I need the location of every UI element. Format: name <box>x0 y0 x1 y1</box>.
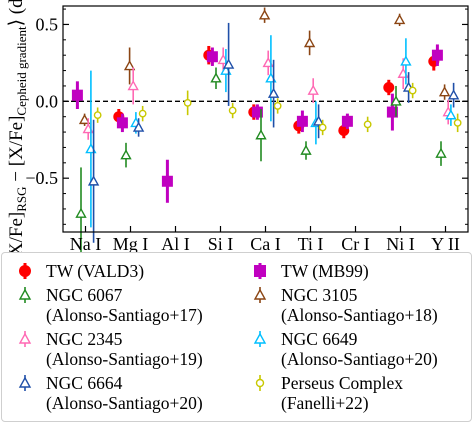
data-point <box>435 147 447 158</box>
data-point <box>132 121 145 132</box>
data-point <box>251 106 263 118</box>
legend-item: NGC 6649 (Alonso-Santiago+20) <box>245 329 438 369</box>
data-point <box>453 118 462 127</box>
data-point <box>228 106 237 115</box>
legend-marker-icon <box>18 375 32 391</box>
data-point <box>408 86 417 95</box>
legend-label: NGC 3105 (Alonso-Santiago+18) <box>281 285 438 325</box>
data-point <box>447 89 460 100</box>
data-point <box>138 109 147 118</box>
legend-marker-icon <box>18 331 32 347</box>
legend-label: NGC 6067 (Alonso-Santiago+17) <box>46 285 203 325</box>
legend-marker-icon <box>253 287 267 303</box>
data-point <box>383 81 395 93</box>
legend-label: NGC 6664 (Alonso-Santiago+20) <box>46 373 203 413</box>
data-point <box>123 60 136 71</box>
legend-marker-icon <box>254 263 266 279</box>
data-point <box>300 144 312 155</box>
x-tick-label: Ca I <box>250 234 281 252</box>
data-point <box>393 13 406 25</box>
plot-area: −0.5 0.0 0.5 Na I Mg I Al I Si I Ca I Ti I Cr I Ni… <box>25 5 469 252</box>
legend: TW (VALD3) TW (MB99) NGC 6067 (Alonso-Santi… <box>1 252 472 422</box>
legend-label: NGC 2345 (Alonso-Santiago+19) <box>46 329 203 369</box>
legend-item: NGC 6067 (Alonso-Santiago+17) <box>10 285 203 325</box>
x-tick-label: Na I <box>70 234 101 252</box>
data-point <box>71 89 83 101</box>
legend-marker-icon <box>18 287 32 303</box>
data-point <box>296 115 308 127</box>
data-point <box>341 115 353 127</box>
data-point <box>390 95 402 106</box>
data-point <box>75 207 87 218</box>
data-point <box>307 84 319 95</box>
data-point <box>183 98 192 107</box>
legend-item: TW (MB99) <box>245 261 369 281</box>
x-tick-label: Mg I <box>113 234 149 252</box>
data-point <box>120 149 132 160</box>
legend-item: NGC 6664 (Alonso-Santiago+20) <box>10 373 203 413</box>
legend-label: TW (MB99) <box>281 261 369 281</box>
data-point <box>93 111 102 120</box>
data-point <box>386 106 398 118</box>
data-point <box>363 120 372 129</box>
data-point <box>303 36 316 48</box>
data-point <box>127 80 139 91</box>
data-point <box>222 58 235 69</box>
x-tick-label: Al I <box>161 234 190 252</box>
data-point <box>161 175 173 187</box>
data-point <box>438 86 451 97</box>
legend-label: Perseus Complex (Fanelli+22) <box>281 373 404 413</box>
legend-marker-icon <box>255 375 265 391</box>
legend-item: NGC 3105 (Alonso-Santiago+18) <box>245 285 438 325</box>
data-point <box>400 55 412 66</box>
data-point <box>116 117 128 129</box>
data-point <box>318 123 327 132</box>
data-point <box>206 51 218 63</box>
x-tick-label: Ti I <box>298 234 324 252</box>
legend-item: Perseus Complex (Fanelli+22) <box>245 373 403 413</box>
y-tick-label: 0.5 <box>36 14 59 34</box>
data-point <box>312 115 325 126</box>
x-tick-label: Ni I <box>386 234 415 252</box>
data-point <box>431 49 443 61</box>
legend-marker-icon <box>253 331 267 347</box>
data-point <box>210 72 222 83</box>
y-tick-label: −0.5 <box>25 168 58 188</box>
data-point <box>273 102 282 110</box>
y-tick-label: 0.0 <box>36 91 59 111</box>
x-tick-label: Cr I <box>341 234 370 252</box>
data-point <box>267 87 280 98</box>
legend-marker-icon <box>19 263 31 279</box>
legend-item: NGC 2345 (Alonso-Santiago+19) <box>10 329 203 369</box>
data-point <box>78 113 91 125</box>
data-point <box>255 129 267 140</box>
x-tick-label: Si I <box>208 234 234 252</box>
legend-label: NGC 6649 (Alonso-Santiago+20) <box>281 329 438 369</box>
legend-item: TW (VALD3) <box>10 261 144 281</box>
legend-label: TW (VALD3) <box>46 261 145 281</box>
data-point <box>258 9 271 20</box>
x-tick-label: Y II <box>431 234 460 252</box>
abundance-chart: −0.5 0.0 0.5 Na I Mg I Al I Si I Ca I Ti I Cr I Ni… <box>6 0 469 252</box>
y-axis-label: ⟨[X/Fe]RSG − [X/Fe]Cepheid gradient⟩ (de… <box>6 0 29 252</box>
data-point <box>87 175 100 186</box>
data-point <box>445 109 457 120</box>
